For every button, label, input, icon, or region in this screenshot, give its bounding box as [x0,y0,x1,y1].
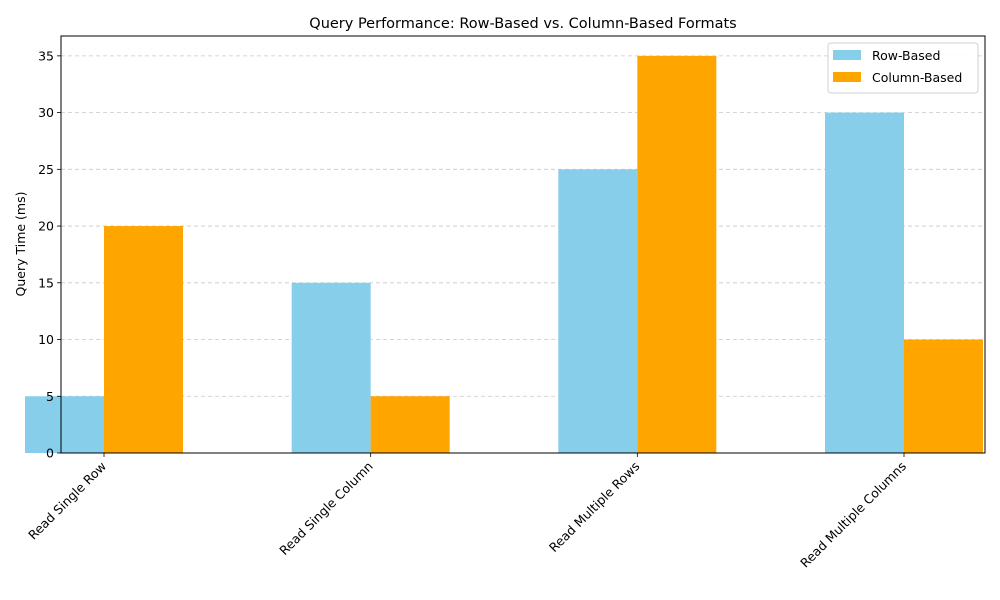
bar-column-based-2 [370,396,450,453]
y-tick-label: 0 [46,446,54,461]
y-tick-label: 35 [38,48,54,63]
y-tick-label: 5 [46,389,54,404]
bar-row-based-1 [25,396,104,453]
x-tick-label: Read Single Row [25,459,109,543]
bar-column-based-4 [904,339,983,453]
axes [60,35,986,454]
bar-row-based-3 [558,169,638,453]
bar-column-based-3 [637,55,717,453]
chart-title: Query Performance: Row-Based vs. Column-… [309,16,736,32]
bar-row-based-2 [291,282,371,453]
bar-row-based-4 [825,112,904,454]
y-axis-label: Query Time (ms) [13,192,28,297]
plot-frame [60,35,986,454]
legend-label: Column-Based [872,70,962,85]
x-tick-label: Read Single Column [276,459,375,558]
y-tick-label: 30 [38,105,54,120]
legend-swatch [833,50,861,60]
x-axis-ticks: Read Single Row Read Single Column Read Mu… [25,453,909,571]
y-tick-label: 25 [38,162,54,177]
legend-label: Row-Based [872,48,940,63]
legend-swatch [833,72,861,82]
y-tick-label: 20 [38,219,54,234]
y-tick-label: 10 [38,332,54,347]
legend: Row-Based Column-Based [827,42,979,94]
y-tick-label: 15 [38,275,54,290]
x-tick-label: Read Multiple Rows [546,459,643,556]
y-axis-ticks: 0 5 10 15 20 25 30 35 [38,48,61,461]
bars [25,55,983,454]
grid-lines [61,55,985,397]
legend-box [827,42,979,94]
x-tick-label: Read Multiple Columns [797,459,909,571]
bar-column-based-1 [104,226,183,453]
